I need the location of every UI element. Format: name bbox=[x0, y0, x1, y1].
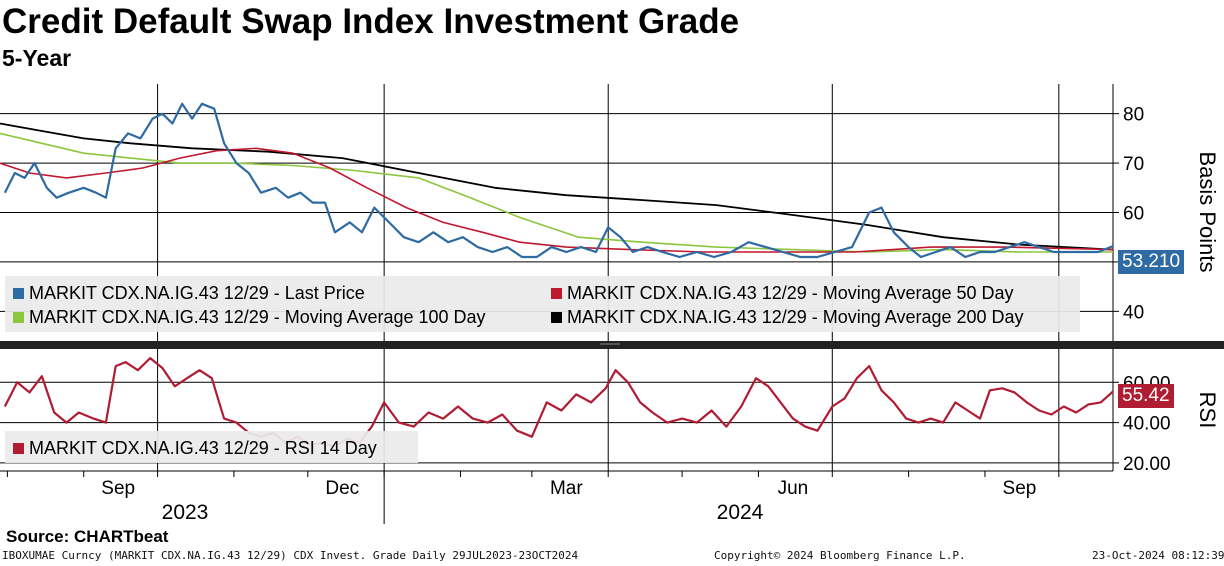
footer-timestamp: 23-Oct-2024 08:12:39 bbox=[1092, 549, 1224, 562]
legend-label: MARKIT CDX.NA.IG.43 12/29 - Moving Avera… bbox=[567, 307, 1024, 327]
legend-item-ma50: MARKIT CDX.NA.IG.43 12/29 - Moving Avera… bbox=[551, 283, 1014, 304]
panel-frames bbox=[0, 84, 1224, 472]
price-axis-title: Basis Points bbox=[1195, 151, 1220, 272]
series-ma100 bbox=[0, 132, 1113, 253]
chart-title: Credit Default Swap Index Investment Gra… bbox=[2, 2, 740, 41]
series-rsi bbox=[3, 357, 1114, 448]
rsi-tick-label: 20.00 bbox=[1123, 454, 1171, 475]
rsi-legend bbox=[5, 431, 418, 463]
legend-item-ma100: MARKIT CDX.NA.IG.43 12/29 - Moving Avera… bbox=[13, 307, 486, 328]
series-ma50 bbox=[0, 147, 1114, 253]
chart-subtitle: 5-Year bbox=[2, 45, 72, 71]
year-label: 2024 bbox=[717, 501, 764, 524]
legend-item-ma200: MARKIT CDX.NA.IG.43 12/29 - Moving Avera… bbox=[551, 307, 1024, 328]
legend-swatch-ma200 bbox=[551, 312, 562, 323]
legend-label: MARKIT CDX.NA.IG.43 12/29 - Last Price bbox=[29, 283, 365, 303]
legend-swatch-ma50 bbox=[551, 288, 562, 299]
legend-label: MARKIT CDX.NA.IG.43 12/29 - Moving Avera… bbox=[29, 307, 486, 327]
legend-swatch-ma100 bbox=[13, 312, 24, 323]
series-lines bbox=[0, 102, 1114, 448]
rsi-axis-title: RSI bbox=[1195, 392, 1220, 429]
month-tick-label: Dec bbox=[325, 478, 359, 499]
legend-item-last-price: MARKIT CDX.NA.IG.43 12/29 - Last Price bbox=[13, 283, 365, 304]
panel-divider bbox=[0, 341, 1224, 349]
series-ma200 bbox=[0, 122, 1114, 251]
source-note: Source: CHARTbeat bbox=[6, 527, 169, 546]
legend-label: MARKIT CDX.NA.IG.43 12/29 - RSI 14 Day bbox=[29, 438, 377, 458]
price-tick-label: 40 bbox=[1123, 302, 1144, 323]
legend-swatch-last-price bbox=[13, 288, 24, 299]
last-price-tag: 53.210 bbox=[1118, 250, 1185, 274]
month-tick-label: Jun bbox=[778, 478, 809, 499]
rsi-last-tag: 55.42 bbox=[1118, 384, 1174, 408]
footer-security: IBOXUMAE Curncy (MARKIT CDX.NA.IG.43 12/… bbox=[2, 549, 579, 562]
price-tick-label: 70 bbox=[1123, 154, 1144, 175]
price-legend bbox=[5, 276, 1080, 332]
rsi-tick-label: 40.00 bbox=[1123, 414, 1171, 435]
footer-copyright: Copyright© 2024 Bloomberg Finance L.P. bbox=[714, 549, 966, 562]
price-tick-label: 60 bbox=[1123, 204, 1144, 225]
legend-item-rsi: MARKIT CDX.NA.IG.43 12/29 - RSI 14 Day bbox=[13, 438, 377, 459]
price-tick-label: 80 bbox=[1123, 105, 1144, 126]
month-tick-label: Mar bbox=[550, 478, 583, 499]
month-tick-label: Sep bbox=[1003, 478, 1037, 499]
month-tick-label: Sep bbox=[101, 478, 135, 499]
legend-label: MARKIT CDX.NA.IG.43 12/29 - Moving Avera… bbox=[567, 283, 1014, 303]
year-label: 2023 bbox=[162, 501, 209, 524]
legend-swatch-rsi bbox=[13, 443, 24, 454]
series-last-price bbox=[3, 102, 1114, 259]
